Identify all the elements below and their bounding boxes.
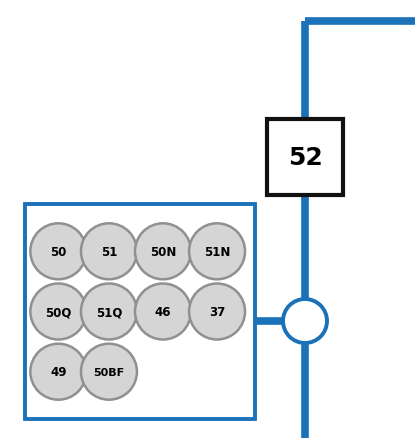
Text: 51: 51 [101, 245, 117, 258]
Text: 51N: 51N [204, 245, 230, 258]
Circle shape [81, 344, 137, 400]
Text: 50Q: 50Q [45, 305, 71, 318]
Circle shape [30, 224, 86, 279]
Text: 50BF: 50BF [93, 367, 124, 377]
Text: 51Q: 51Q [96, 305, 122, 318]
Text: 50: 50 [50, 245, 66, 258]
Circle shape [283, 299, 327, 343]
Circle shape [81, 284, 137, 340]
Circle shape [189, 224, 245, 279]
Text: 49: 49 [50, 365, 66, 378]
Bar [25, 205, 255, 419]
Bar [267, 120, 343, 195]
Circle shape [30, 344, 86, 400]
Circle shape [135, 284, 191, 340]
Text: 37: 37 [209, 305, 225, 318]
Text: 52: 52 [288, 146, 322, 170]
Text: 46: 46 [155, 305, 171, 318]
Circle shape [189, 284, 245, 340]
Circle shape [81, 224, 137, 279]
Text: 50N: 50N [150, 245, 176, 258]
Circle shape [30, 284, 86, 340]
Circle shape [135, 224, 191, 279]
